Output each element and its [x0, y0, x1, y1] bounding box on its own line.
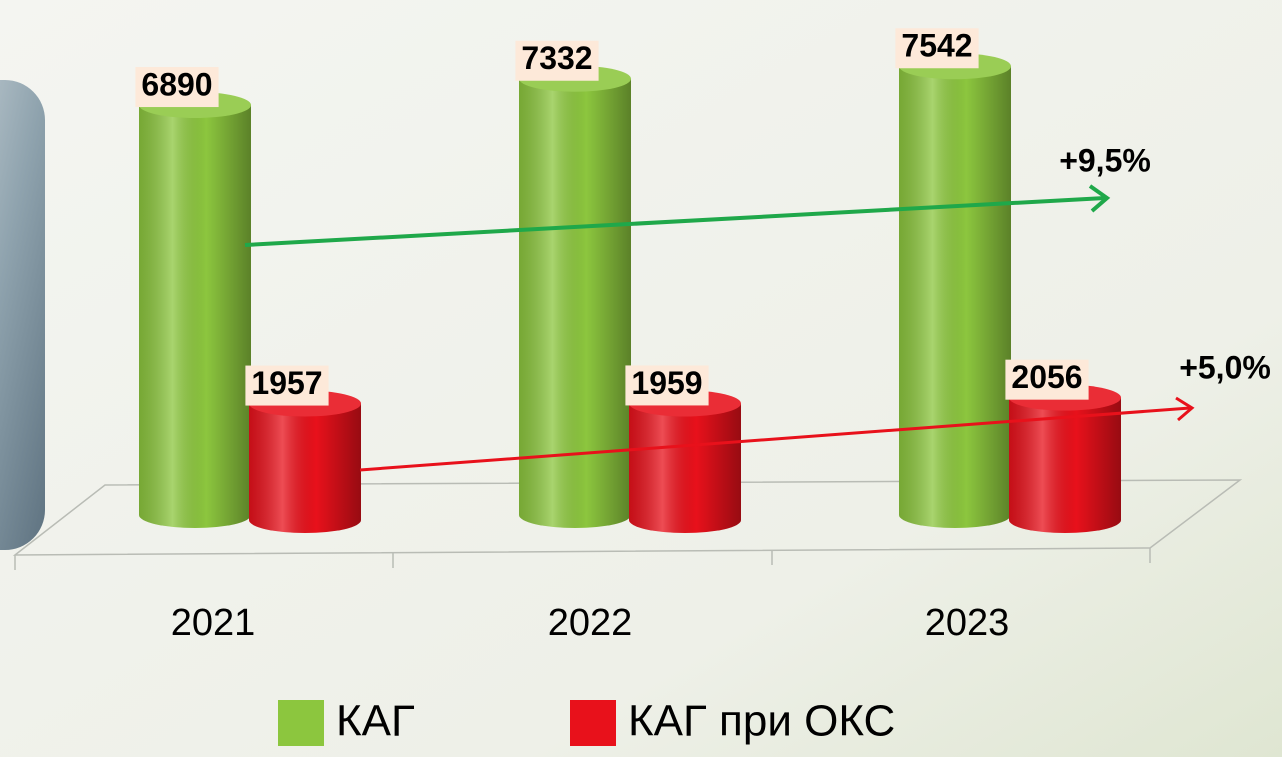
x-tick-label: 2023 — [925, 602, 1010, 644]
legend-swatch — [570, 700, 616, 746]
bar-shade — [629, 403, 741, 533]
value-label: 1959 — [625, 365, 708, 406]
legend-label: КАГ — [336, 697, 415, 746]
annotation: +5,0% — [1179, 349, 1271, 385]
legend-swatch — [278, 700, 324, 746]
bar-shade — [249, 404, 361, 533]
x-tick-label: 2022 — [548, 602, 633, 644]
value-label: 2056 — [1011, 359, 1082, 395]
bar-shade — [899, 66, 1011, 528]
annotation: +9,5% — [1059, 142, 1151, 178]
x-tick-label: 2021 — [171, 602, 256, 644]
photo — [0, 80, 45, 550]
value-label: 7542 — [895, 28, 978, 69]
bar-shade — [139, 105, 251, 528]
value-label: 6890 — [141, 66, 212, 102]
value-label: 7542 — [901, 28, 972, 64]
bar-shade — [519, 79, 631, 528]
value-label: 7332 — [521, 40, 592, 76]
value-label: 2056 — [1005, 359, 1088, 400]
value-label: 7332 — [515, 40, 598, 81]
value-label: 1959 — [631, 365, 702, 401]
value-label: 1957 — [251, 365, 322, 401]
value-label: 1957 — [245, 365, 328, 406]
chart: +9,5% +5,0% 2021 2022 2023 6890 7332 7542 1957… — [0, 0, 1282, 757]
value-label: 6890 — [135, 66, 218, 107]
page: +9,5% +5,0% 2021 2022 2023 6890 7332 7542 1957… — [0, 0, 1282, 757]
legend-label: КАГ при ОКС — [628, 697, 895, 746]
